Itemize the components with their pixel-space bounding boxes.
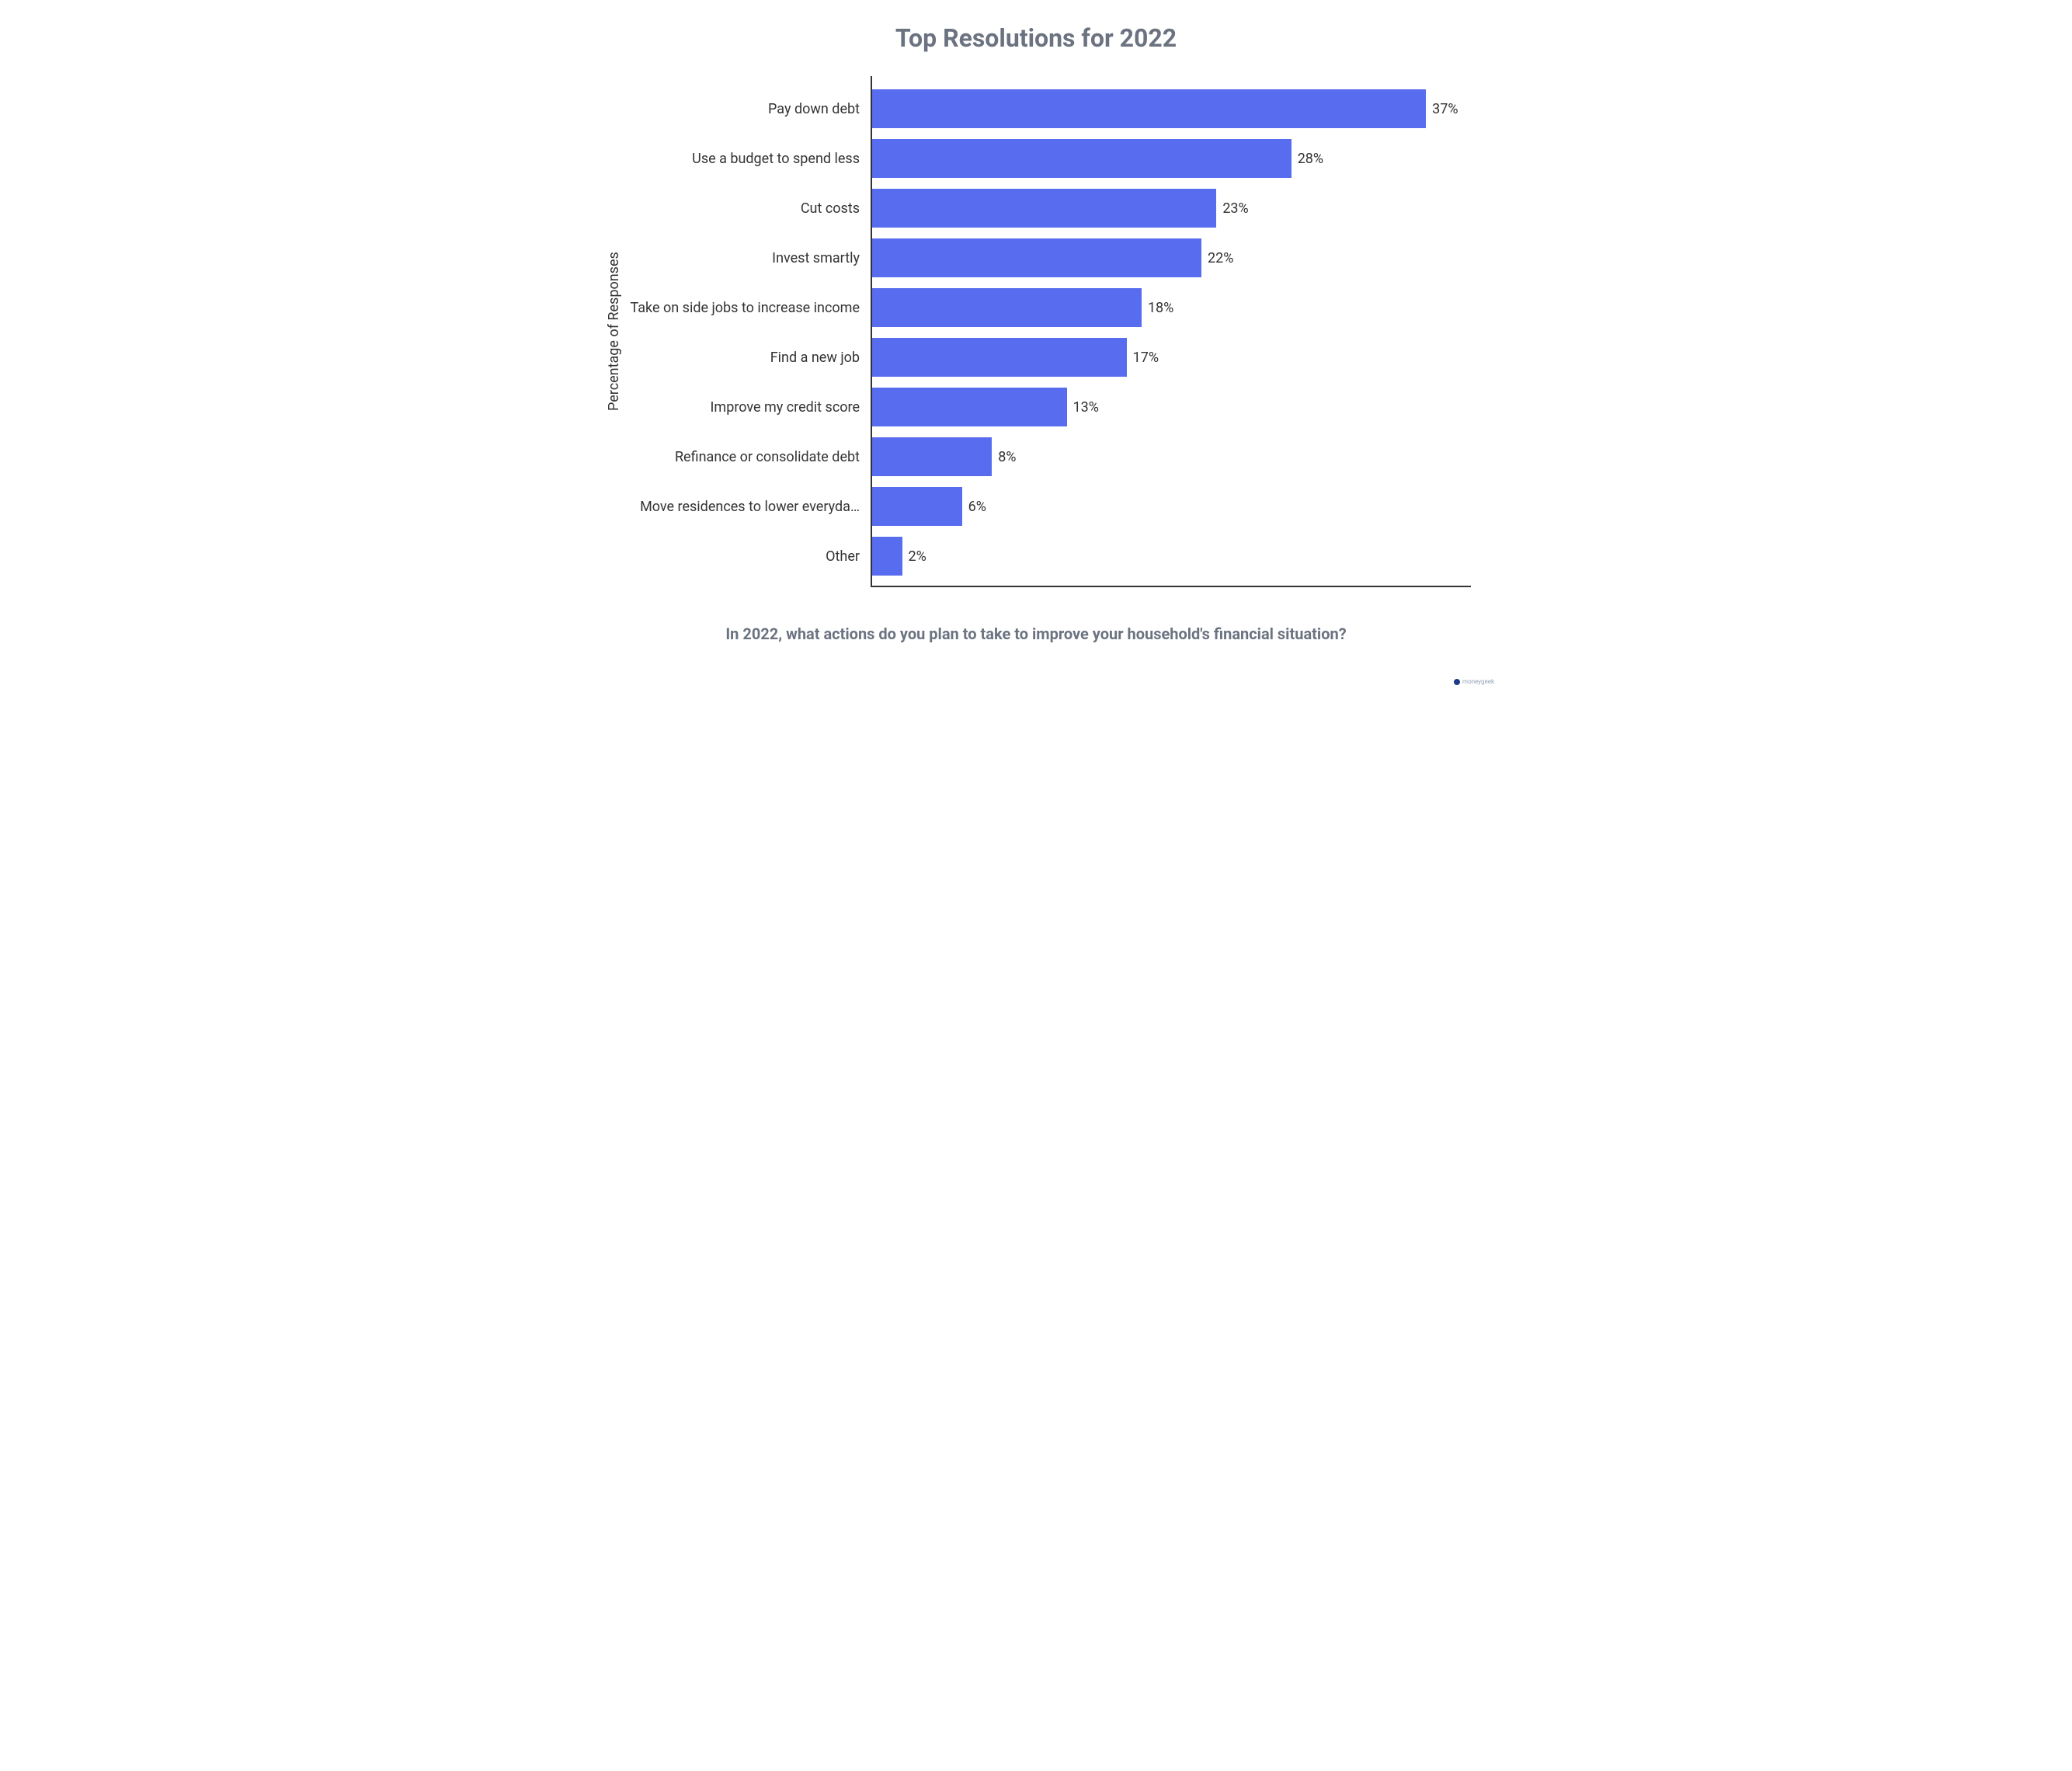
bar bbox=[872, 388, 1067, 426]
bar-row: 37% bbox=[872, 84, 1471, 134]
category-label: Invest smartly bbox=[622, 233, 871, 283]
brand-name: moneygeek bbox=[1462, 678, 1494, 685]
category-label: Improve my credit score bbox=[622, 382, 871, 432]
bar-value-label: 13% bbox=[1067, 399, 1099, 416]
y-axis-title: Percentage of Responses bbox=[601, 76, 622, 587]
bar-row: 8% bbox=[872, 432, 1471, 482]
bar bbox=[872, 338, 1127, 377]
bar-value-label: 6% bbox=[962, 499, 986, 515]
attribution: moneygeek bbox=[1454, 678, 1494, 685]
bar bbox=[872, 437, 992, 476]
category-label: Cut costs bbox=[622, 183, 871, 233]
bar-value-label: 37% bbox=[1426, 101, 1458, 117]
bar-row: 23% bbox=[872, 183, 1471, 233]
bars-outer: Pay down debtUse a budget to spend lessC… bbox=[622, 76, 1471, 587]
bar bbox=[872, 139, 1292, 178]
category-label: Pay down debt bbox=[622, 84, 871, 134]
chart-subtitle: In 2022, what actions do you plan to tak… bbox=[601, 625, 1471, 643]
bar-row: 17% bbox=[872, 332, 1471, 382]
bar bbox=[872, 189, 1216, 228]
bar-value-label: 23% bbox=[1216, 200, 1248, 217]
brand-dot-icon bbox=[1454, 679, 1460, 685]
plot-area: Percentage of Responses Pay down debtUse… bbox=[601, 76, 1471, 587]
category-label: Find a new job bbox=[622, 332, 871, 382]
bar-value-label: 22% bbox=[1201, 250, 1233, 266]
bar-row: 2% bbox=[872, 531, 1471, 581]
bar-value-label: 8% bbox=[992, 449, 1016, 465]
bar bbox=[872, 487, 962, 526]
bar-row: 18% bbox=[872, 283, 1471, 332]
bar-row: 28% bbox=[872, 134, 1471, 183]
bar-row: 22% bbox=[872, 233, 1471, 283]
bars-column: 37% 28% 23% 22% 18% 17% 13% 8% 6% 2% bbox=[871, 76, 1471, 587]
category-label: Move residences to lower everyda… bbox=[622, 482, 871, 531]
category-label: Refinance or consolidate debt bbox=[622, 432, 871, 482]
chart-container: Top Resolutions for 2022 Percentage of R… bbox=[570, 0, 1502, 690]
category-label: Use a budget to spend less bbox=[622, 134, 871, 183]
bar-value-label: 2% bbox=[902, 548, 926, 565]
bar bbox=[872, 288, 1142, 327]
bar-value-label: 28% bbox=[1292, 151, 1323, 167]
category-label: Other bbox=[622, 531, 871, 581]
bar bbox=[872, 238, 1201, 277]
bar-value-label: 17% bbox=[1127, 350, 1159, 366]
bar bbox=[872, 89, 1426, 128]
bar bbox=[872, 537, 902, 576]
chart-title: Top Resolutions for 2022 bbox=[601, 23, 1471, 53]
bar-row: 6% bbox=[872, 482, 1471, 531]
category-label: Take on side jobs to increase income bbox=[622, 283, 871, 332]
bar-value-label: 18% bbox=[1142, 300, 1173, 316]
bar-row: 13% bbox=[872, 382, 1471, 432]
category-labels-column: Pay down debtUse a budget to spend lessC… bbox=[622, 76, 871, 587]
